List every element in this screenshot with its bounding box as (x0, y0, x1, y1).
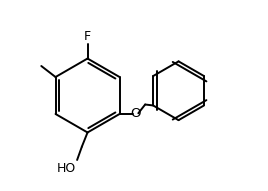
Text: HO: HO (57, 162, 76, 175)
Text: F: F (84, 30, 91, 43)
Text: O: O (131, 108, 141, 121)
